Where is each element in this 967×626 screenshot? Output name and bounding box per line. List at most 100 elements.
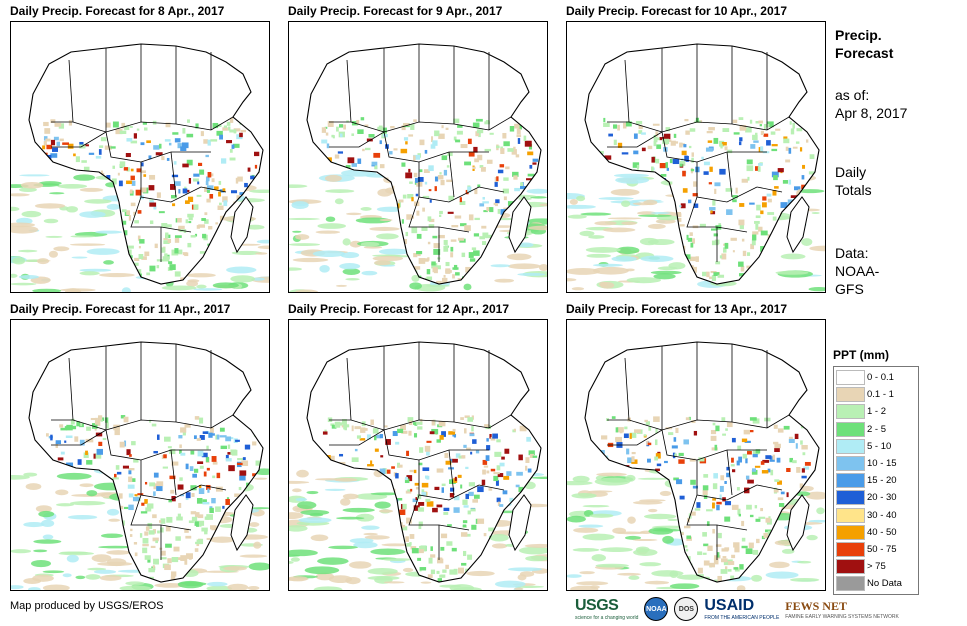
precip-cell: [96, 448, 103, 455]
ocean-precip-cell: [38, 510, 55, 518]
precip-cell: [495, 480, 499, 486]
precip-cell: [479, 236, 485, 240]
precip-cell: [405, 536, 409, 542]
precip-cell: [138, 254, 144, 260]
precip-cell: [413, 505, 420, 511]
precip-cell: [43, 136, 48, 141]
panel-title: Daily Precip. Forecast for 13 Apr., 2017: [566, 302, 787, 316]
precip-cell: [417, 176, 424, 182]
precip-cell: [126, 210, 130, 215]
precip-cell: [174, 138, 181, 143]
precip-cell: [222, 188, 226, 192]
precip-cell: [54, 261, 62, 267]
precip-cell: [637, 504, 644, 510]
precip-cell: [448, 195, 454, 201]
precip-cell: [188, 520, 194, 524]
ocean-precip-cell: [567, 574, 582, 578]
precip-cell: [643, 434, 647, 437]
precip-cell: [204, 186, 209, 192]
precip-cell: [683, 525, 691, 529]
precip-cell: [79, 141, 84, 145]
precip-cell: [448, 431, 456, 435]
precip-cell: [52, 547, 55, 554]
precip-cell: [725, 188, 733, 192]
ocean-precip-cell: [580, 212, 612, 216]
precip-cell: [398, 199, 404, 203]
precip-cell: [162, 466, 169, 469]
precip-cell: [691, 152, 694, 157]
ocean-precip-cell: [518, 546, 547, 555]
africa-map: [11, 43, 269, 292]
precip-cell: [642, 574, 647, 579]
precip-cell: [801, 444, 808, 450]
ocean-precip-cell: [667, 518, 678, 522]
country-border: [478, 484, 505, 491]
precip-cell: [509, 268, 514, 272]
precip-cell: [41, 499, 49, 502]
precip-cell: [133, 542, 138, 545]
precip-cell: [783, 425, 790, 430]
precip-cell: [782, 180, 789, 184]
precip-cell: [473, 146, 478, 153]
precip-cell: [638, 234, 641, 240]
ocean-precip-cell: [209, 536, 235, 543]
precip-cell: [772, 216, 777, 221]
precip-cell: [240, 551, 243, 554]
precip-cell: [806, 199, 810, 202]
precip-cell: [182, 188, 188, 194]
precip-cell: [156, 192, 161, 198]
africa-landmass: [29, 342, 263, 582]
ocean-precip-cell: [582, 533, 615, 541]
precip-cell: [218, 191, 221, 197]
precip-cell: [413, 469, 417, 474]
precip-cell: [686, 567, 691, 570]
ocean-precip-cell: [73, 174, 96, 181]
precip-cell: [208, 226, 213, 230]
precip-cell: [794, 433, 799, 440]
precip-cell: [219, 435, 227, 438]
precip-cell: [516, 134, 522, 138]
precip-cell: [455, 272, 460, 276]
precip-cell: [77, 459, 82, 465]
precip-cell: [137, 235, 141, 241]
precip-cell: [611, 498, 618, 502]
ocean-precip-cell: [21, 210, 42, 218]
precip-cell: [80, 524, 85, 530]
forecast-panel-1: Daily Precip. Forecast for 8 Apr., 2017: [10, 4, 272, 294]
precip-cell: [684, 579, 692, 582]
precip-cell: [428, 557, 433, 564]
precip-cell: [239, 475, 246, 481]
ocean-precip-cell: [250, 507, 269, 510]
precip-cell: [470, 508, 476, 512]
precip-cell: [611, 522, 616, 529]
precip-cell: [682, 170, 686, 177]
precip-cell: [756, 262, 761, 266]
precip-cell: [710, 211, 716, 215]
precip-cell: [724, 516, 731, 522]
precip-cell: [440, 533, 448, 539]
precip-cell: [199, 169, 205, 175]
precip-cell: [356, 202, 362, 205]
precip-cell: [127, 245, 134, 249]
precip-cell: [747, 571, 751, 575]
ocean-precip-cell: [206, 581, 228, 587]
precip-cell: [507, 201, 514, 206]
precip-cell: [86, 579, 91, 582]
precip-cell: [203, 139, 209, 144]
precip-cell: [237, 570, 245, 574]
precip-cell: [633, 483, 636, 489]
precip-cell: [324, 458, 330, 462]
ocean-precip-cell: [576, 195, 586, 202]
precip-cell: [184, 528, 189, 533]
precip-cell: [515, 154, 520, 158]
precip-cell: [347, 217, 351, 223]
precip-cell: [222, 127, 228, 131]
precip-cell: [464, 428, 467, 434]
precip-cell: [527, 173, 535, 177]
precip-cell: [73, 246, 79, 252]
precip-cell: [177, 513, 181, 520]
precip-cell: [755, 223, 759, 230]
precip-cell: [472, 166, 476, 169]
precip-cell: [43, 531, 50, 535]
precip-cell: [749, 514, 754, 518]
